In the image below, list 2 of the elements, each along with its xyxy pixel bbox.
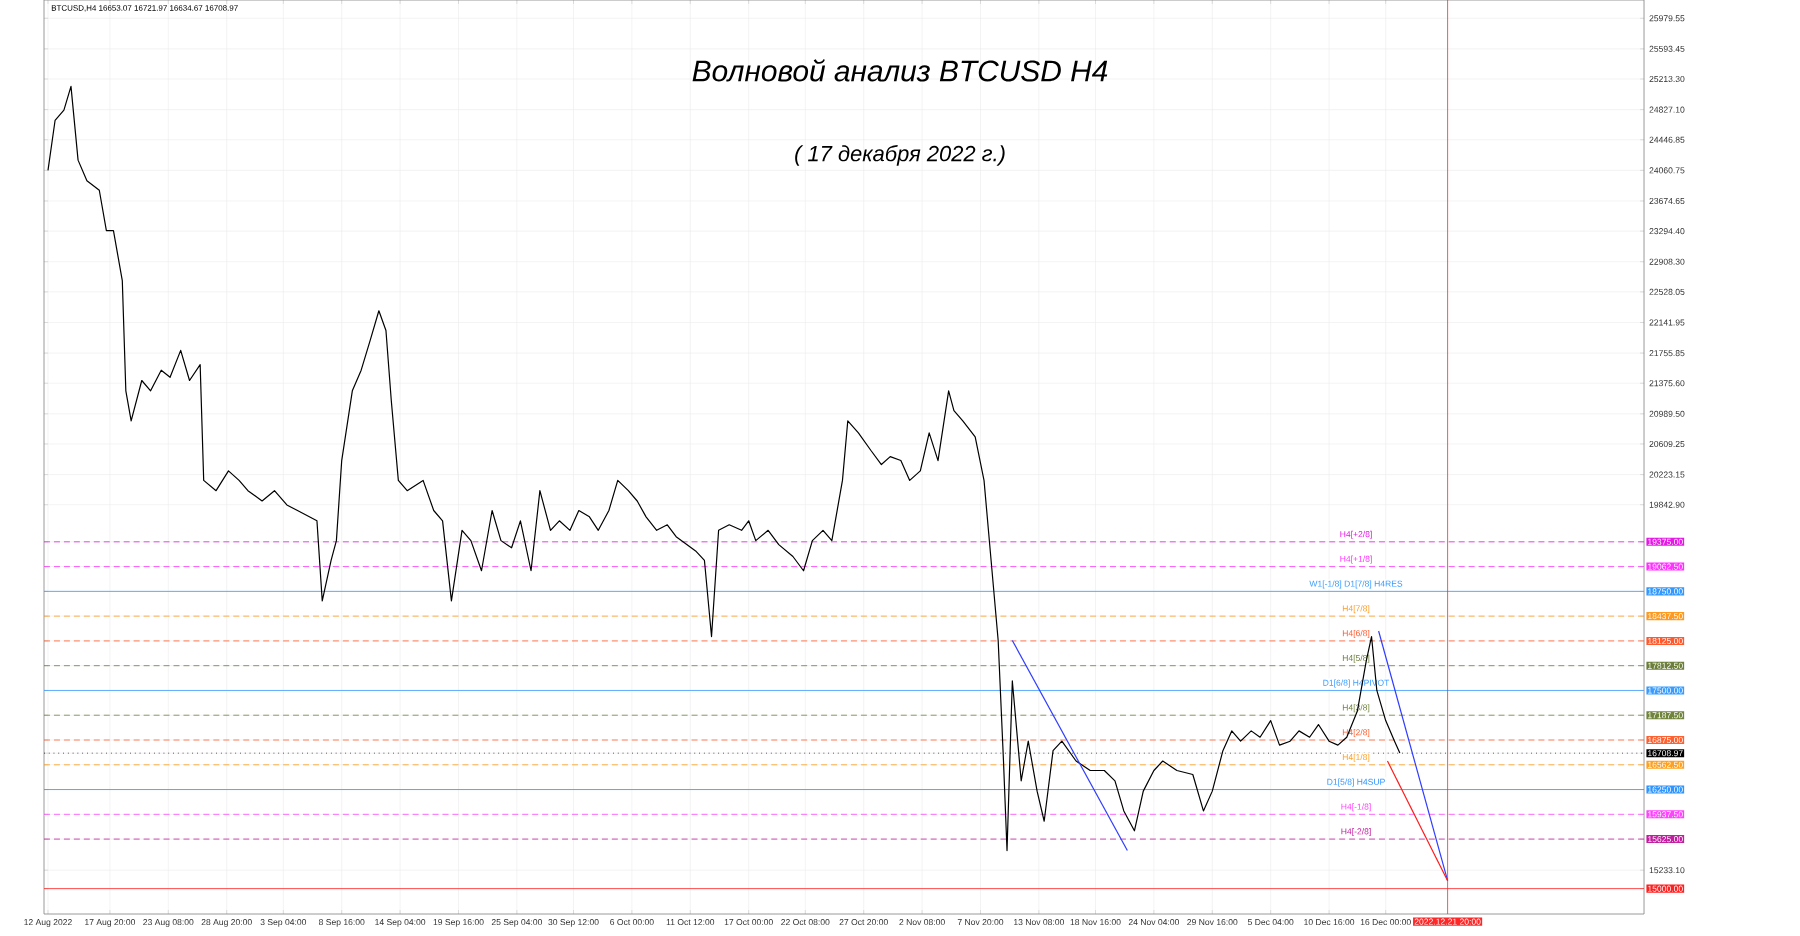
text: ( 17 декабря 2022 г.) (795, 145, 1005, 166)
text: Волновой анализ BTCUSD H4 (692, 59, 1108, 82)
